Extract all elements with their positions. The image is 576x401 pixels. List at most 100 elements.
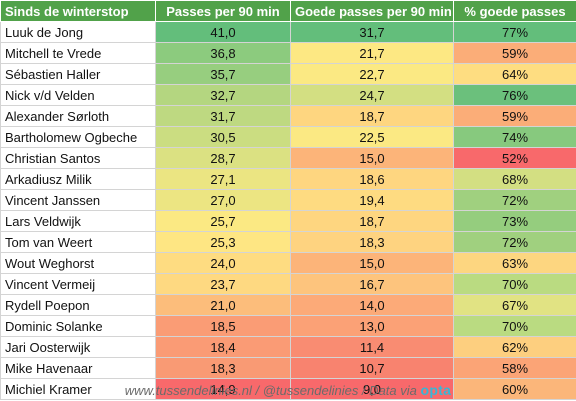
passes-cell: 27,0	[155, 189, 291, 211]
table-row: Jari Oosterwijk 18,4 11,4 62%	[0, 336, 576, 358]
good-passes-cell: 19,4	[290, 189, 454, 211]
passes-cell: 25,3	[155, 231, 291, 253]
pct-good-cell: 70%	[453, 273, 576, 295]
header-player: Sinds de winterstop	[0, 0, 156, 22]
passes-cell: 18,3	[155, 357, 291, 379]
pct-good-cell: 63%	[453, 252, 576, 274]
passes-cell: 18,4	[155, 336, 291, 358]
good-passes-cell: 18,7	[290, 210, 454, 232]
passes-cell: 41,0	[155, 21, 291, 43]
pct-good-cell: 52%	[453, 147, 576, 169]
player-name: Bartholomew Ogbeche	[0, 126, 156, 148]
pct-good-cell: 74%	[453, 126, 576, 148]
table-row: Tom van Weert 25,3 18,3 72%	[0, 231, 576, 253]
pct-good-cell: 76%	[453, 84, 576, 106]
passes-cell: 27,1	[155, 168, 291, 190]
good-passes-cell: 14,0	[290, 294, 454, 316]
table-row: Michiel Kramer 14,9 9,0 60%	[0, 378, 576, 400]
pct-good-cell: 64%	[453, 63, 576, 85]
footer-credits: www.tussendelinies.nl / @tussendelinies …	[124, 383, 421, 398]
passes-cell: 18,5	[155, 315, 291, 337]
player-name: Tom van Weert	[0, 231, 156, 253]
passes-cell: 35,7	[155, 63, 291, 85]
good-passes-cell: 24,7	[290, 84, 454, 106]
good-passes-cell: 10,7	[290, 357, 454, 379]
table-row: Mitchell te Vrede 36,8 21,7 59%	[0, 42, 576, 64]
header-passes: Passes per 90 min	[155, 0, 291, 22]
table-row: Rydell Poepon 21,0 14,0 67%	[0, 294, 576, 316]
player-name: Alexander Sørloth	[0, 105, 156, 127]
passes-cell: 14,9	[155, 378, 291, 400]
good-passes-cell: 31,7	[290, 21, 454, 43]
good-passes-cell: 9,0	[290, 378, 454, 400]
pct-good-cell: 58%	[453, 357, 576, 379]
pct-good-cell: 73%	[453, 210, 576, 232]
player-name: Michiel Kramer	[0, 378, 156, 400]
player-name: Vincent Janssen	[0, 189, 156, 211]
pct-good-cell: 70%	[453, 315, 576, 337]
good-passes-cell: 15,0	[290, 147, 454, 169]
passes-cell: 32,7	[155, 84, 291, 106]
player-name: Nick v/d Velden	[0, 84, 156, 106]
table-row: Wout Weghorst 24,0 15,0 63%	[0, 252, 576, 274]
player-name: Arkadiusz Milik	[0, 168, 156, 190]
header-row: Sinds de winterstop Passes per 90 min Go…	[0, 0, 576, 22]
table-row: Christian Santos 28,7 15,0 52%	[0, 147, 576, 169]
header-pct-good: % goede passes	[453, 0, 576, 22]
good-passes-cell: 13,0	[290, 315, 454, 337]
header-good-passes: Goede passes per 90 min	[290, 0, 454, 22]
player-name: Lars Veldwijk	[0, 210, 156, 232]
pct-good-cell: 59%	[453, 42, 576, 64]
table-row: Nick v/d Velden 32,7 24,7 76%	[0, 84, 576, 106]
footer: www.tussendelinies.nl / @tussendelinies …	[0, 380, 576, 401]
player-name: Jari Oosterwijk	[0, 336, 156, 358]
table-row: Bartholomew Ogbeche 30,5 22,5 74%	[0, 126, 576, 148]
passes-cell: 21,0	[155, 294, 291, 316]
opta-logo: opta	[420, 382, 452, 398]
table-row: Vincent Janssen 27,0 19,4 72%	[0, 189, 576, 211]
passes-cell: 28,7	[155, 147, 291, 169]
player-name: Dominic Solanke	[0, 315, 156, 337]
good-passes-cell: 22,7	[290, 63, 454, 85]
player-name: Mitchell te Vrede	[0, 42, 156, 64]
player-name: Rydell Poepon	[0, 294, 156, 316]
player-name: Sébastien Haller	[0, 63, 156, 85]
table-row: Mike Havenaar 18,3 10,7 58%	[0, 357, 576, 379]
pct-good-cell: 72%	[453, 189, 576, 211]
passes-cell: 31,7	[155, 105, 291, 127]
pct-good-cell: 59%	[453, 105, 576, 127]
passes-cell: 23,7	[155, 273, 291, 295]
good-passes-cell: 22,5	[290, 126, 454, 148]
pct-good-cell: 60%	[453, 378, 576, 400]
passes-cell: 36,8	[155, 42, 291, 64]
table-row: Luuk de Jong 41,0 31,7 77%	[0, 21, 576, 43]
good-passes-cell: 21,7	[290, 42, 454, 64]
pct-good-cell: 62%	[453, 336, 576, 358]
table-row: Arkadiusz Milik 27,1 18,6 68%	[0, 168, 576, 190]
good-passes-cell: 18,3	[290, 231, 454, 253]
good-passes-cell: 11,4	[290, 336, 454, 358]
passes-cell: 25,7	[155, 210, 291, 232]
passes-cell: 24,0	[155, 252, 291, 274]
good-passes-cell: 18,6	[290, 168, 454, 190]
player-name: Christian Santos	[0, 147, 156, 169]
good-passes-cell: 18,7	[290, 105, 454, 127]
player-name: Mike Havenaar	[0, 357, 156, 379]
table-row: Sébastien Haller 35,7 22,7 64%	[0, 63, 576, 85]
table-row: Dominic Solanke 18,5 13,0 70%	[0, 315, 576, 337]
good-passes-cell: 15,0	[290, 252, 454, 274]
pct-good-cell: 77%	[453, 21, 576, 43]
player-name: Luuk de Jong	[0, 21, 156, 43]
pct-good-cell: 68%	[453, 168, 576, 190]
good-passes-cell: 16,7	[290, 273, 454, 295]
table-row: Alexander Sørloth 31,7 18,7 59%	[0, 105, 576, 127]
pct-good-cell: 67%	[453, 294, 576, 316]
table-row: Vincent Vermeij 23,7 16,7 70%	[0, 273, 576, 295]
player-name: Wout Weghorst	[0, 252, 156, 274]
pct-good-cell: 72%	[453, 231, 576, 253]
player-name: Vincent Vermeij	[0, 273, 156, 295]
table-row: Lars Veldwijk 25,7 18,7 73%	[0, 210, 576, 232]
table-body: Luuk de Jong 41,0 31,7 77% Mitchell te Vrede…	[0, 21, 576, 400]
